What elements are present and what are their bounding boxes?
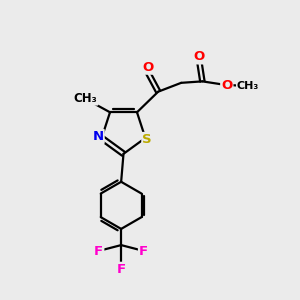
- Text: F: F: [139, 245, 148, 258]
- Text: S: S: [142, 133, 152, 146]
- Text: O: O: [142, 61, 154, 74]
- Text: O: O: [221, 79, 232, 92]
- Text: CH₃: CH₃: [237, 81, 259, 91]
- Text: CH₃: CH₃: [74, 92, 98, 105]
- Text: F: F: [94, 245, 103, 258]
- Text: O: O: [194, 50, 205, 63]
- Text: N: N: [93, 130, 104, 143]
- Text: F: F: [117, 263, 126, 276]
